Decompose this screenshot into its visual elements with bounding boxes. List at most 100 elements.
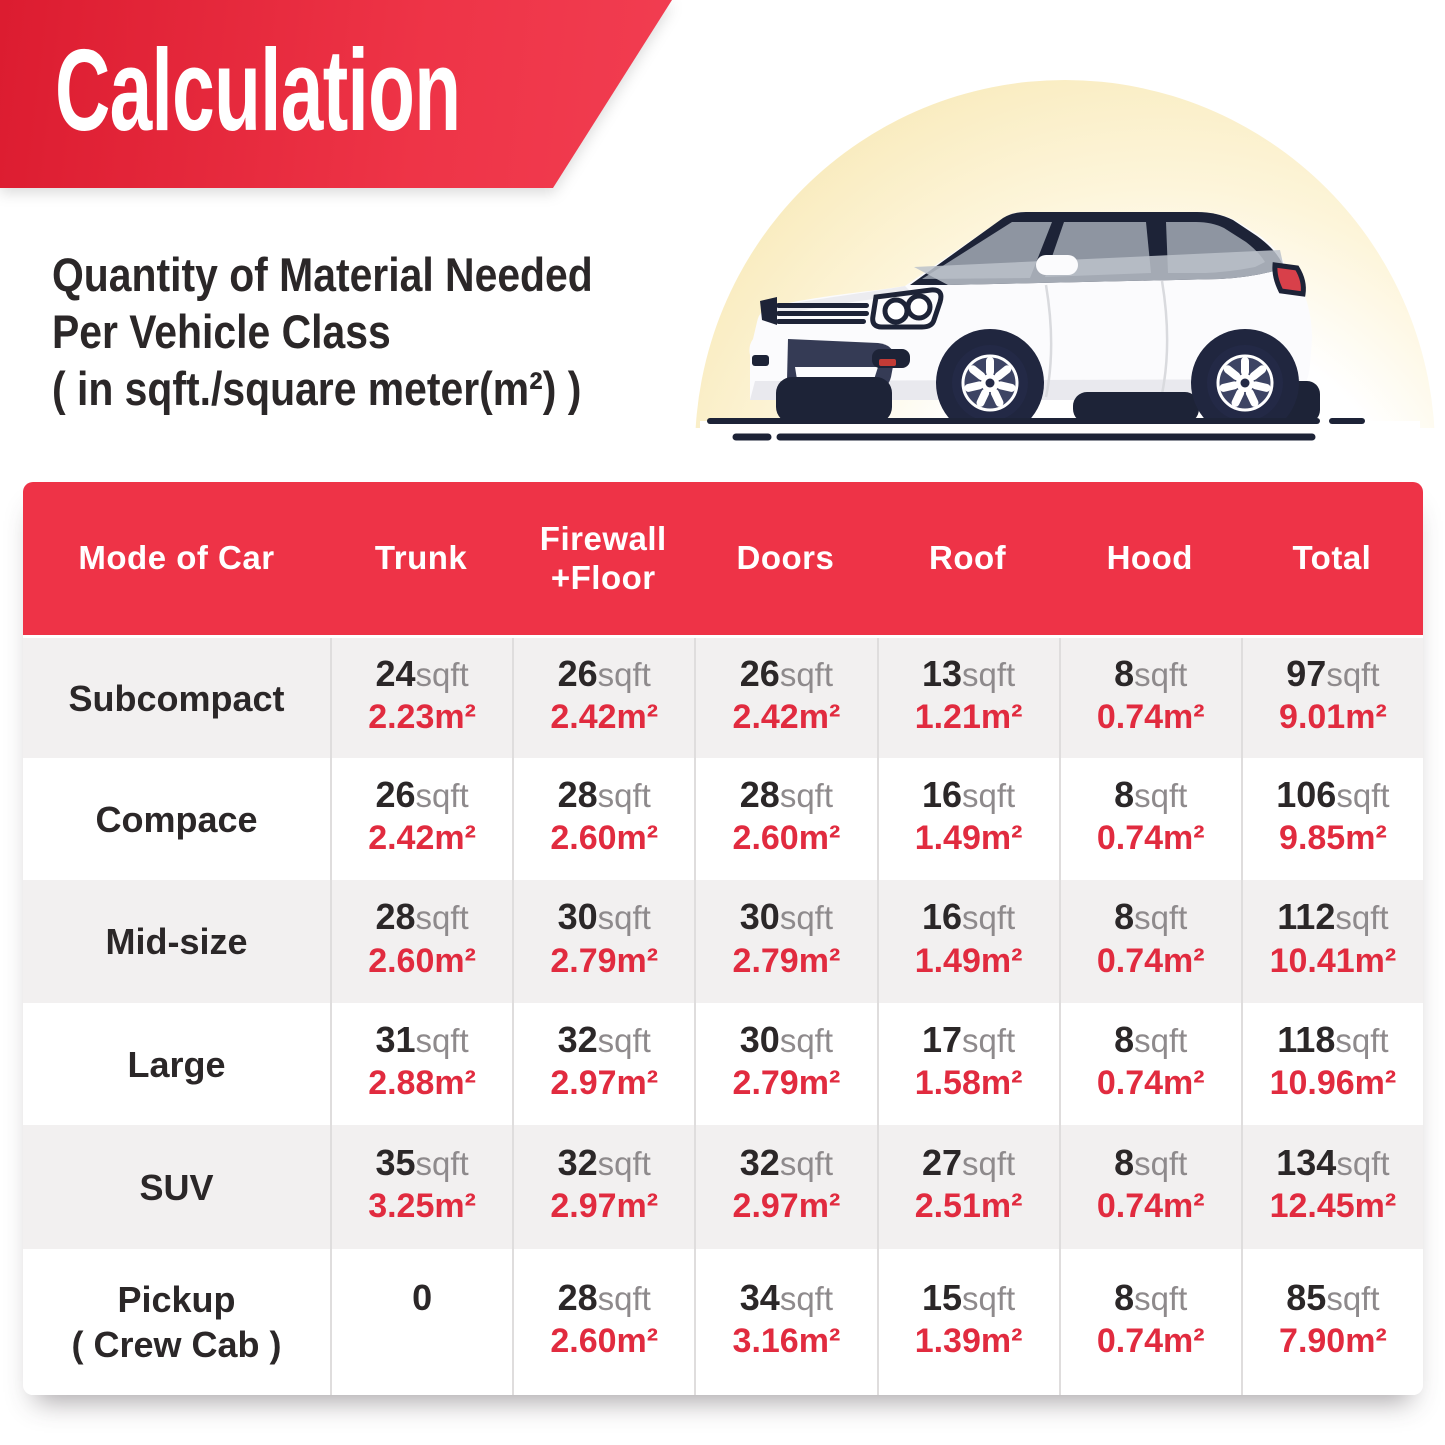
value-cell: 8sqft 0.74m² [1058, 758, 1241, 880]
sqft-unit: sqft [779, 776, 834, 814]
sqft-value: 8 [1114, 652, 1135, 694]
m2-value: 2.79m² [732, 1064, 841, 1103]
value-cell: 26sqft 2.42m² [694, 638, 876, 758]
sqft-value: 85 [1286, 1276, 1327, 1318]
m2-value: 9.85m² [1279, 819, 1387, 858]
value-cell: 85sqft 7.90m² [1240, 1249, 1423, 1395]
value-cell: 28sqft 2.60m² [330, 880, 512, 1003]
ground-line [707, 418, 1365, 441]
m2-value: 12.45m² [1269, 1187, 1397, 1226]
front-underbody-shadow [776, 377, 892, 423]
m2-value: 2.60m² [732, 819, 841, 858]
sqft-unit: sqft [962, 655, 1016, 693]
value-cell: 30sqft 2.79m² [694, 1003, 876, 1125]
table-row-2: Mid-size 28sqft 2.60m² 30sqft 2.79m² 30sqft 2.… [23, 880, 1423, 1003]
door-seam-front [1044, 284, 1053, 398]
value-cell: 17sqft 1.58m² [876, 1003, 1059, 1125]
sqft-unit: sqft [415, 1021, 469, 1059]
material-table: Mode of Car Trunk Firewall +Floor Doors Roof… [23, 482, 1423, 1395]
value-cell: 8sqft 0.74m² [1058, 1003, 1241, 1125]
table-row-1: Compace 26sqft 2.42m² 28sqft 2.60m² 28sqft 2.6… [23, 758, 1423, 880]
value-cell: 106sqft 9.85m² [1240, 758, 1423, 880]
m2-value: 2.51m² [914, 1187, 1023, 1226]
sqft-unit: sqft [1134, 776, 1188, 814]
header-cell-3: Doors [736, 539, 835, 577]
value-cell: 26sqft 2.42m² [330, 758, 512, 880]
sqft-unit: sqft [779, 1279, 834, 1317]
m2-value: 2.23m² [368, 698, 476, 737]
header-cell-6: Total [1292, 539, 1372, 577]
m2-value: 1.21m² [914, 698, 1023, 737]
table-row-0: Subcompact 24sqft 2.23m² 26sqft 2.42m² 26sqft… [23, 638, 1423, 758]
sqft-unit: sqft [1335, 899, 1389, 937]
value-cell: 30sqft 2.79m² [694, 880, 876, 1003]
sqft-unit: sqft [1326, 1279, 1380, 1317]
value-cell: 24sqft 2.23m² [330, 638, 512, 758]
front-indicator [879, 359, 896, 366]
sqft-value: 26 [557, 652, 598, 694]
sqft-unit: sqft [415, 899, 469, 937]
m2-value: 2.97m² [550, 1064, 659, 1103]
value-cell: 0 [330, 1249, 512, 1395]
value-cell: 34sqft 3.16m² [694, 1249, 876, 1395]
value-cell: 32sqft 2.97m² [512, 1125, 694, 1249]
row-label: Mid-size [105, 921, 248, 962]
sqft-unit: sqft [415, 1144, 469, 1182]
sqft-value: 15 [921, 1276, 962, 1318]
sqft-value: 28 [375, 896, 416, 938]
sqft-value: 112 [1277, 896, 1336, 938]
sqft-unit: sqft [597, 776, 651, 814]
value-cell: 26sqft 2.42m² [512, 638, 694, 758]
subtitle-line-2: Per Vehicle Class [52, 305, 391, 358]
m2-value: 1.39m² [914, 1322, 1023, 1361]
grille-icon [760, 297, 869, 325]
table-row-3: Large 31sqft 2.88m² 32sqft 2.97m² 30sqft 2.79m… [23, 1003, 1423, 1125]
value-cell: 15sqft 1.39m² [876, 1249, 1059, 1395]
sqft-value: 106 [1276, 773, 1337, 815]
m2-value: 3.25m² [368, 1187, 476, 1226]
sqft-unit: sqft [1326, 655, 1380, 693]
glass-highlight [914, 250, 1284, 285]
row-label: Large [127, 1043, 226, 1085]
value-cell: 8sqft 0.74m² [1058, 638, 1241, 758]
table-body: Subcompact 24sqft 2.23m² 26sqft 2.42m² 26sqft… [23, 638, 1423, 1395]
value-cell: 28sqft 2.60m² [694, 758, 876, 880]
sqft-value: 8 [1114, 1018, 1135, 1060]
value-cell: 35sqft 3.25m² [330, 1125, 512, 1249]
m2-value: 0.74m² [1096, 819, 1205, 858]
side-mirror [1036, 255, 1078, 275]
sqft-value: 8 [1114, 896, 1135, 938]
page-title: Calculation [55, 25, 461, 155]
sqft-unit: sqft [1134, 899, 1188, 937]
value-cell: 28sqft 2.60m² [512, 758, 694, 880]
sqft-value: 32 [739, 1141, 780, 1183]
sqft-value: 0 [412, 1276, 433, 1318]
header-cell-4: Roof [929, 539, 1007, 577]
m2-value: 0.74m² [1096, 941, 1205, 980]
taillight-icon [1272, 262, 1306, 297]
m2-value: 2.88m² [368, 1064, 476, 1103]
value-cell: 8sqft 0.74m² [1058, 880, 1241, 1003]
sqft-unit: sqft [1336, 776, 1390, 814]
sqft-unit: sqft [779, 655, 834, 693]
sqft-unit: sqft [1134, 1279, 1188, 1317]
title-banner: Calculation [0, 0, 760, 210]
m2-value: 0.74m² [1096, 698, 1205, 737]
value-cell: 31sqft 2.88m² [330, 1003, 512, 1125]
car-hood-shade [772, 286, 912, 316]
header-cell-2: Firewall +Floor [539, 519, 667, 596]
m2-value: 2.79m² [550, 941, 659, 980]
sqft-value: 32 [557, 1141, 598, 1183]
sqft-unit: sqft [597, 655, 651, 693]
header-cell-5: Hood [1106, 539, 1193, 577]
row-label: Pickup( Crew Cab ) [71, 1279, 282, 1365]
sqft-value: 26 [739, 652, 780, 694]
sqft-unit: sqft [779, 899, 834, 937]
value-cell: 30sqft 2.79m² [512, 880, 694, 1003]
value-cell: 118sqft 10.96m² [1240, 1003, 1423, 1125]
value-cell: 16sqft 1.49m² [876, 758, 1059, 880]
m2-value: 2.97m² [550, 1187, 659, 1226]
m2-value: 1.49m² [914, 941, 1023, 980]
front-wheel-icon [952, 345, 1028, 421]
m2-value: 10.96m² [1269, 1064, 1397, 1103]
